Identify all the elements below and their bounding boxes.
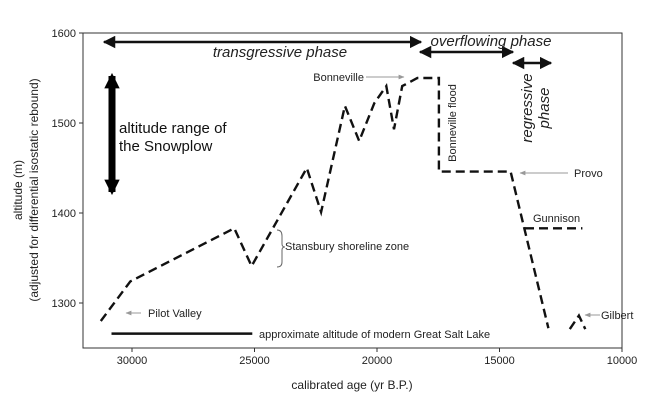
series-gilbert: [568, 313, 587, 330]
y-tick-label: 1300: [52, 298, 76, 310]
snowplow-label-2: the Snowplow: [119, 138, 213, 155]
regressive-phase-label-2: phase: [536, 88, 553, 130]
overflowing-phase-label: overflowing phase: [431, 33, 552, 50]
pilot-valley-label: Pilot Valley: [148, 308, 202, 320]
y-axis-label-sub: (adjusted for differential isostatic reb…: [27, 78, 41, 301]
stansbury-bracket: [276, 229, 286, 268]
y-tick-label: 1400: [52, 208, 76, 220]
x-tick-label: 20000: [362, 355, 393, 367]
gilbert-label: Gilbert: [601, 310, 633, 322]
stansbury-label: Stansbury shoreline zone: [285, 241, 409, 253]
bonneville-label: Bonneville: [313, 72, 364, 84]
x-tick-label: 30000: [117, 355, 148, 367]
x-tick-label: 25000: [239, 355, 270, 367]
x-axis-label: calibrated age (yr B.P.): [291, 378, 412, 392]
bonneville-flood-label: Bonneville flood: [447, 84, 459, 162]
y-tick-label: 1600: [52, 28, 76, 40]
y-axis-label: altitude (m): [11, 160, 25, 220]
gunnison-label: Gunnison: [533, 213, 580, 225]
y-tick-label: 1500: [52, 118, 76, 130]
x-tick-label: 15000: [484, 355, 515, 367]
snowplow-label-1: altitude range of: [119, 120, 227, 137]
transgressive-phase-label: transgressive phase: [213, 44, 347, 61]
x-tick-label: 10000: [607, 355, 638, 367]
series-lake-level: [99, 76, 550, 329]
provo-label: Provo: [574, 168, 603, 180]
regressive-phase-label-1: regressive: [519, 73, 536, 142]
gsl-label: approximate altitude of modern Great Sal…: [259, 329, 490, 341]
plot-frame: [82, 32, 623, 349]
